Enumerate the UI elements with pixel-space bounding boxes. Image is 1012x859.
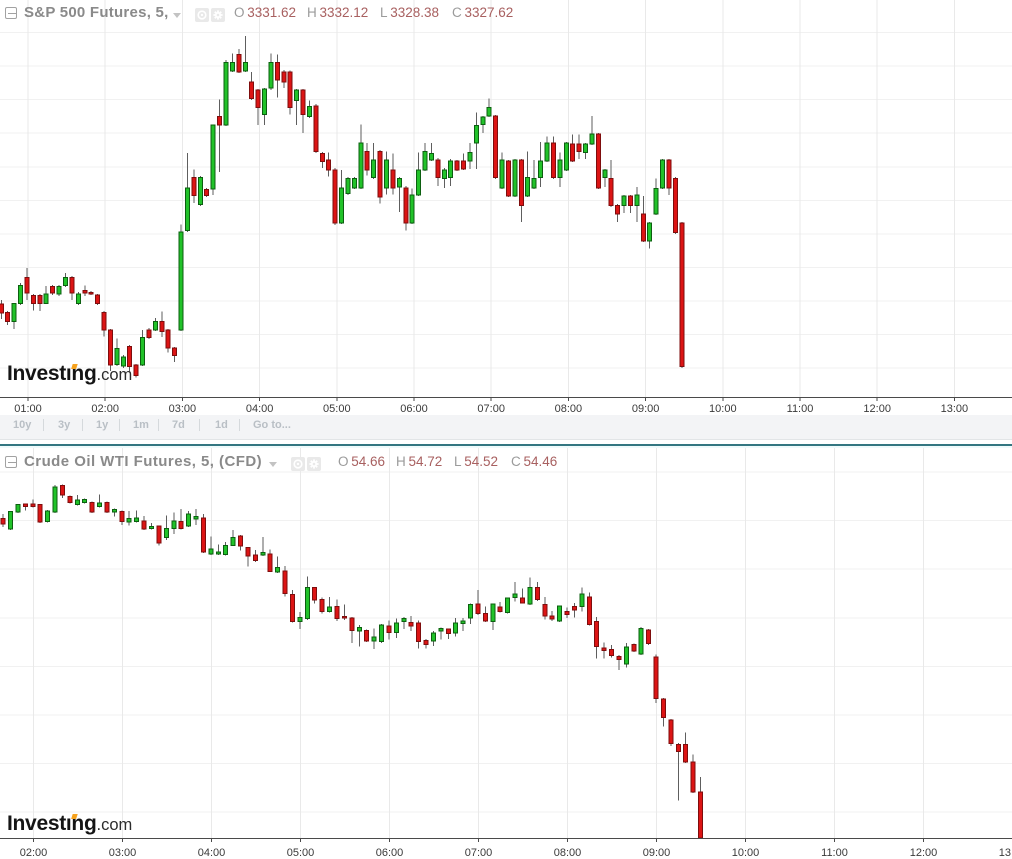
svg-text:02:00: 02:00 [91, 403, 119, 415]
svg-text:03:00: 03:00 [109, 847, 137, 859]
svg-text:07:00: 07:00 [465, 847, 493, 859]
svg-text:09:00: 09:00 [643, 847, 671, 859]
svg-text:05:00: 05:00 [323, 403, 351, 415]
svg-text:06:00: 06:00 [376, 847, 404, 859]
svg-text:12:00: 12:00 [863, 403, 891, 415]
svg-text:09:00: 09:00 [632, 403, 660, 415]
svg-text:04:00: 04:00 [198, 847, 226, 859]
svg-text:08:00: 08:00 [555, 403, 583, 415]
svg-text:10:00: 10:00 [732, 847, 760, 859]
svg-text:06:00: 06:00 [400, 403, 428, 415]
svg-text:08:00: 08:00 [554, 847, 582, 859]
svg-text:11:00: 11:00 [787, 403, 814, 415]
svg-text:05:00: 05:00 [287, 847, 315, 859]
svg-text:10:00: 10:00 [709, 403, 737, 415]
svg-text:11:00: 11:00 [821, 847, 848, 859]
svg-text:07:00: 07:00 [477, 403, 505, 415]
svg-text:04:00: 04:00 [246, 403, 274, 415]
svg-text:12:00: 12:00 [910, 847, 938, 859]
svg-text:13:00: 13:00 [941, 403, 969, 415]
svg-text:13:00: 13:00 [999, 847, 1012, 859]
svg-text:02:00: 02:00 [20, 847, 48, 859]
svg-text:03:00: 03:00 [169, 403, 197, 415]
svg-text:01:00: 01:00 [14, 403, 42, 415]
